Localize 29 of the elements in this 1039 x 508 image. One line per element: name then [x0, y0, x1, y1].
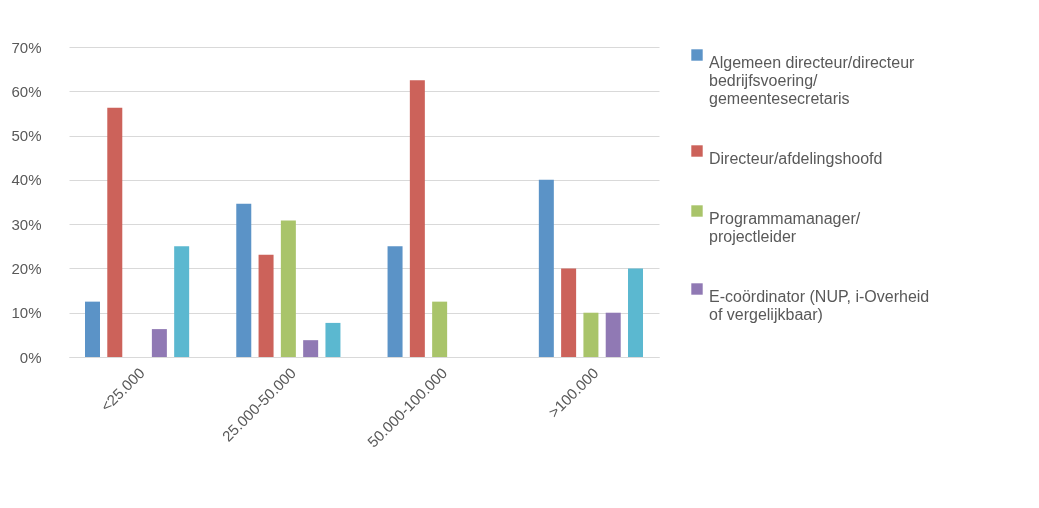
bar [151, 329, 167, 357]
bar [561, 268, 577, 357]
y-tick-label: 0% [19, 348, 42, 366]
legend-label: Programmamanager/ projectleider [709, 210, 861, 245]
bar [84, 301, 100, 357]
legend-label: Directeur/afdelingshoofd [709, 150, 883, 167]
bar [538, 179, 554, 357]
y-tick-label: 40% [11, 171, 42, 189]
bar [409, 80, 425, 357]
y-tick-label: 60% [11, 82, 42, 100]
bar [280, 220, 296, 357]
bar [628, 268, 644, 357]
bar [236, 203, 252, 357]
bar [258, 254, 274, 357]
bar [605, 312, 621, 357]
legend-label: E-coördinator (NUP, i-Overheid of vergelijkbaar) [709, 288, 930, 323]
bar [387, 246, 403, 357]
bar [174, 246, 190, 357]
y-tick-label: 70% [11, 38, 42, 56]
y-tick-label: 10% [11, 304, 42, 322]
bar [325, 322, 341, 357]
y-tick-label: 50% [11, 127, 42, 145]
y-tick-label: 30% [11, 215, 42, 233]
y-tick-label: 20% [11, 259, 42, 277]
bar [107, 107, 123, 357]
legend-label: Algemeen directeur/directeur bedrijfsvoering/ gemeentesecretaris [709, 54, 916, 107]
bar [583, 312, 599, 357]
bar [303, 340, 319, 357]
bar [432, 301, 448, 357]
